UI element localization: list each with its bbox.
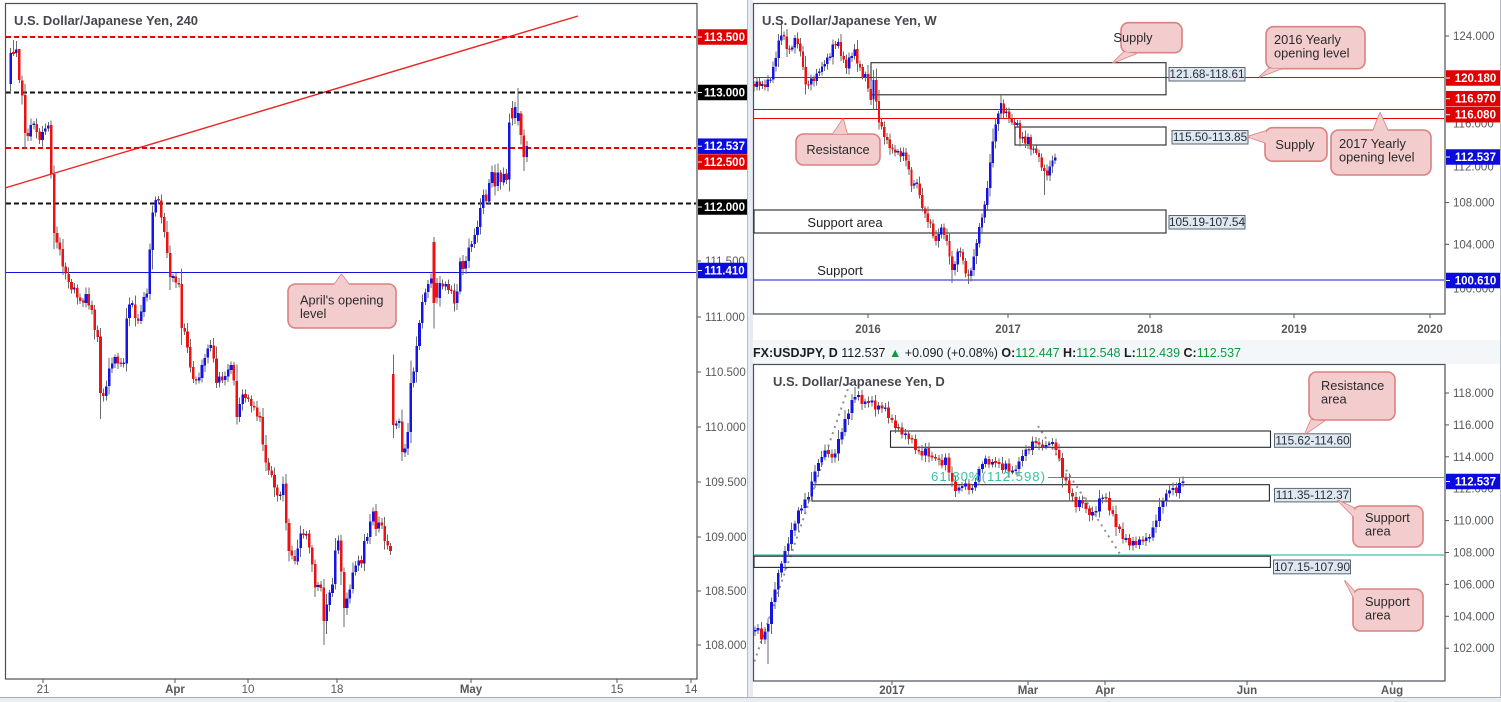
svg-text:113.500: 113.500 xyxy=(704,32,745,44)
svg-text:Support: Support xyxy=(817,263,863,278)
svg-text:2016 Yearly: 2016 Yearly xyxy=(1274,32,1341,47)
svg-text:U.S. Dollar/Japanese Yen, W: U.S. Dollar/Japanese Yen, W xyxy=(762,13,937,28)
svg-text:106.000: 106.000 xyxy=(1453,579,1495,591)
svg-text:Resistance: Resistance xyxy=(806,142,869,157)
svg-text:2020: 2020 xyxy=(1417,324,1443,336)
svg-text:opening level: opening level xyxy=(1274,46,1349,61)
svg-text:108.000: 108.000 xyxy=(1453,198,1495,210)
svg-text:2017 Yearly: 2017 Yearly xyxy=(1339,136,1406,151)
svg-text:2017: 2017 xyxy=(995,324,1021,336)
svg-text:121.68-118.61: 121.68-118.61 xyxy=(1169,67,1244,81)
svg-text:Jun: Jun xyxy=(1237,685,1257,697)
svg-text:Supply: Supply xyxy=(1113,30,1153,45)
svg-text:area: area xyxy=(1365,608,1391,623)
svg-text:2017: 2017 xyxy=(879,685,905,697)
svg-text:116.000: 116.000 xyxy=(1453,420,1494,432)
svg-text:Mar: Mar xyxy=(1018,685,1039,697)
svg-text:111.35-112.37: 111.35-112.37 xyxy=(1276,488,1349,502)
svg-text:Aug: Aug xyxy=(1381,685,1403,697)
svg-text:111.410: 111.410 xyxy=(704,266,744,278)
svg-text:Supply: Supply xyxy=(1275,137,1315,152)
svg-text:2018: 2018 xyxy=(1137,324,1163,336)
svg-text:110.000: 110.000 xyxy=(705,422,746,434)
svg-text:105.19-107.54: 105.19-107.54 xyxy=(1169,215,1246,229)
svg-text:15: 15 xyxy=(611,684,624,696)
svg-text:opening level: opening level xyxy=(1339,150,1414,165)
svg-text:104.000: 104.000 xyxy=(1453,239,1495,251)
svg-text:108.000: 108.000 xyxy=(705,640,747,652)
svg-text:Resistance: Resistance xyxy=(1321,378,1384,393)
svg-text:May: May xyxy=(460,684,483,696)
svg-text:112.537: 112.537 xyxy=(1455,477,1496,489)
svg-text:112.500: 112.500 xyxy=(704,157,745,169)
svg-text:110.000: 110.000 xyxy=(1453,516,1494,528)
svg-text:107.15-107.90: 107.15-107.90 xyxy=(1274,560,1351,574)
svg-text:U.S. Dollar/Japanese Yen, 240: U.S. Dollar/Japanese Yen, 240 xyxy=(14,13,198,28)
svg-text:110.500: 110.500 xyxy=(705,367,746,379)
svg-text:2019: 2019 xyxy=(1281,324,1307,336)
svg-text:Apr: Apr xyxy=(165,684,185,696)
svg-text:2016: 2016 xyxy=(855,324,881,336)
svg-text:Support: Support xyxy=(1365,594,1410,609)
svg-text:113.000: 113.000 xyxy=(704,88,745,100)
svg-text:112.000: 112.000 xyxy=(704,202,745,214)
svg-text:116.970: 116.970 xyxy=(1455,94,1496,106)
svg-text:10: 10 xyxy=(242,684,255,696)
svg-text:124.000: 124.000 xyxy=(1453,31,1495,43)
svg-text:104.000: 104.000 xyxy=(1453,611,1495,623)
svg-text:112.537: 112.537 xyxy=(1455,152,1496,164)
svg-text:108.000: 108.000 xyxy=(1453,548,1495,560)
svg-text:18: 18 xyxy=(331,684,344,696)
svg-text:115.50-113.85: 115.50-113.85 xyxy=(1173,130,1248,144)
svg-text:April's opening: April's opening xyxy=(300,293,384,308)
svg-text:100.610: 100.610 xyxy=(1455,276,1497,288)
svg-text:114.000: 114.000 xyxy=(1453,452,1494,464)
svg-text:109.000: 109.000 xyxy=(705,532,747,544)
svg-text:14: 14 xyxy=(685,684,698,696)
svg-text:115.62-114.60: 115.62-114.60 xyxy=(1275,434,1350,448)
svg-text:102.000: 102.000 xyxy=(1453,643,1495,655)
svg-text:FX:USDJPY, D 112.537 ▲ +0.090: FX:USDJPY, D 112.537 ▲ +0.090 (+0.08%) O… xyxy=(753,346,1241,360)
svg-text:120.180: 120.180 xyxy=(1455,73,1497,85)
svg-text:116.080: 116.080 xyxy=(1455,110,1496,122)
svg-text:118.000: 118.000 xyxy=(1453,388,1494,400)
svg-text:area: area xyxy=(1321,392,1347,407)
svg-text:Support area: Support area xyxy=(807,215,883,230)
svg-text:Apr: Apr xyxy=(1095,685,1115,697)
svg-text:area: area xyxy=(1365,524,1391,539)
svg-text:108.500: 108.500 xyxy=(705,586,747,598)
svg-text:U.S. Dollar/Japanese Yen, D: U.S. Dollar/Japanese Yen, D xyxy=(773,374,945,389)
svg-text:112.537: 112.537 xyxy=(704,141,745,153)
svg-text:level: level xyxy=(300,306,326,321)
svg-text:111.000: 111.000 xyxy=(705,312,745,324)
svg-text:109.500: 109.500 xyxy=(705,477,747,489)
svg-text:61.80%(112.598): 61.80%(112.598) xyxy=(931,469,1045,484)
svg-text:21: 21 xyxy=(37,684,50,696)
svg-text:Support: Support xyxy=(1365,510,1410,525)
